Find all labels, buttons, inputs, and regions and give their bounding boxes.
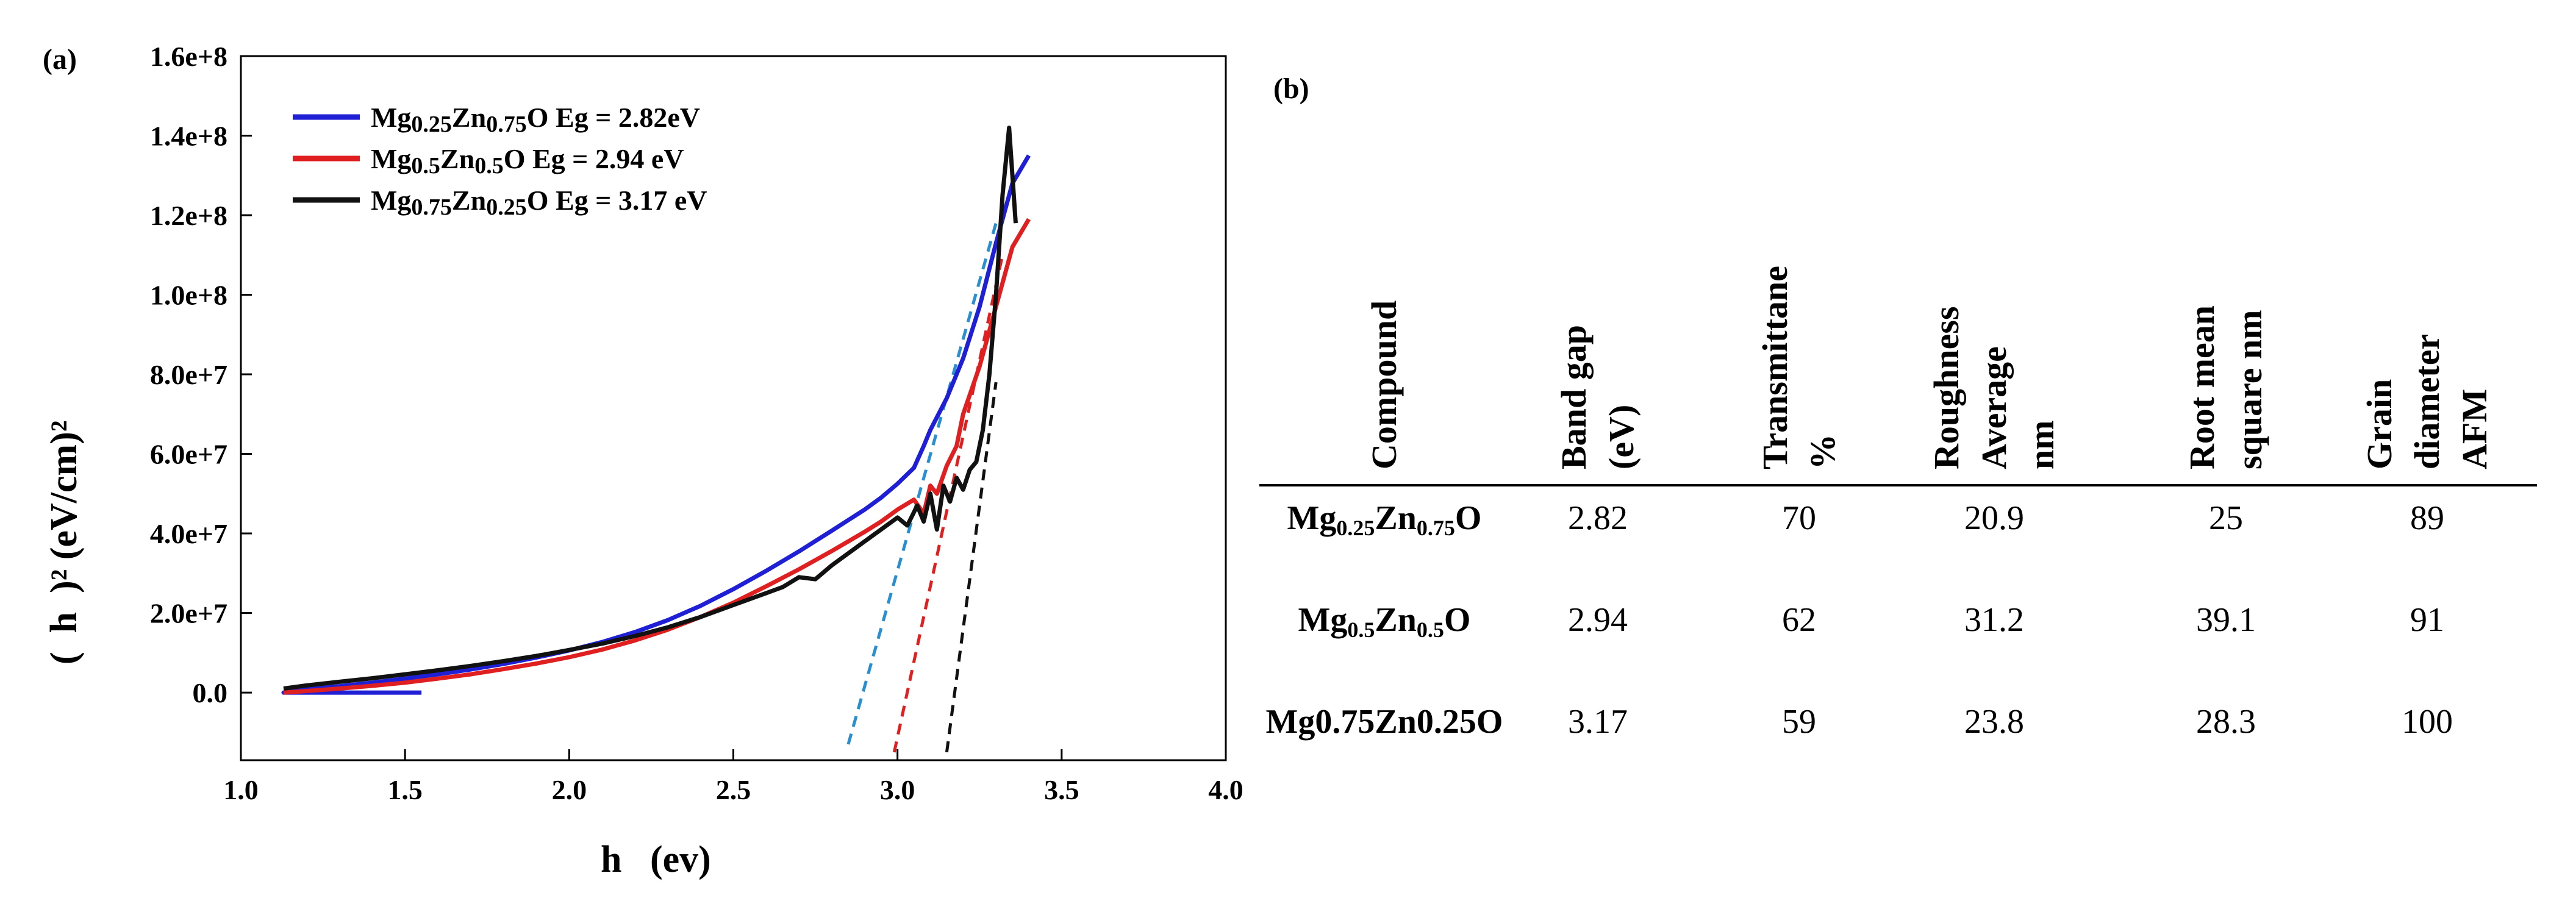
legend-entry: Mg0.25Zn0.75O Eg = 2.82eV: [371, 102, 700, 137]
chart-legend: Mg0.25Zn0.75O Eg = 2.82eV Mg0.5Zn0.5O Eg …: [293, 102, 707, 220]
panel-b-label: (b): [1273, 73, 1309, 105]
y-tick-label: 1.6e+8: [150, 41, 227, 72]
legend-entry: Mg0.5Zn0.5O Eg = 2.94 eV: [371, 143, 684, 179]
chart-series: [281, 126, 1031, 753]
y-tick-label: 2.0e+7: [150, 598, 227, 629]
panel-a-label: (a): [43, 43, 77, 76]
y-tick-label: 1.0e+8: [150, 280, 227, 311]
y-tick-label: 1.2e+8: [150, 200, 227, 231]
tangent-line: [846, 223, 998, 745]
chart-axes: 1.0 1.5 2.0 2.5 3.0 3.5 4.0 0.0 2.0e+7 4.0e+7 6.0e…: [150, 41, 1243, 805]
y-tick-label: 4.0e+7: [150, 518, 227, 549]
y-tick-label: 1.4e+8: [150, 121, 227, 152]
y-tick-label: 8.0e+7: [150, 359, 227, 390]
tangent-line: [945, 382, 998, 753]
x-tick-label: 1.0: [223, 774, 259, 805]
series-line: [281, 154, 1031, 695]
x-axis-label: h (ev): [601, 839, 711, 880]
x-tick-label: 2.5: [716, 774, 751, 805]
series-line: [283, 126, 1018, 691]
y-axis-label: ( h )² (eV/cm)²: [43, 420, 85, 664]
x-tick-label: 4.0: [1208, 774, 1243, 805]
legend-entry: Mg0.75Zn0.25O Eg = 3.17 eV: [371, 185, 707, 220]
y-tick-label: 0.0: [193, 677, 228, 708]
x-tick-label: 1.5: [387, 774, 423, 805]
series-line: [283, 218, 1031, 695]
x-tick-label: 3.0: [880, 774, 915, 805]
x-tick-label: 2.0: [552, 774, 587, 805]
tangent-line: [892, 254, 1004, 753]
y-tick-label: 6.0e+7: [150, 439, 227, 470]
x-tick-label: 3.5: [1044, 774, 1079, 805]
